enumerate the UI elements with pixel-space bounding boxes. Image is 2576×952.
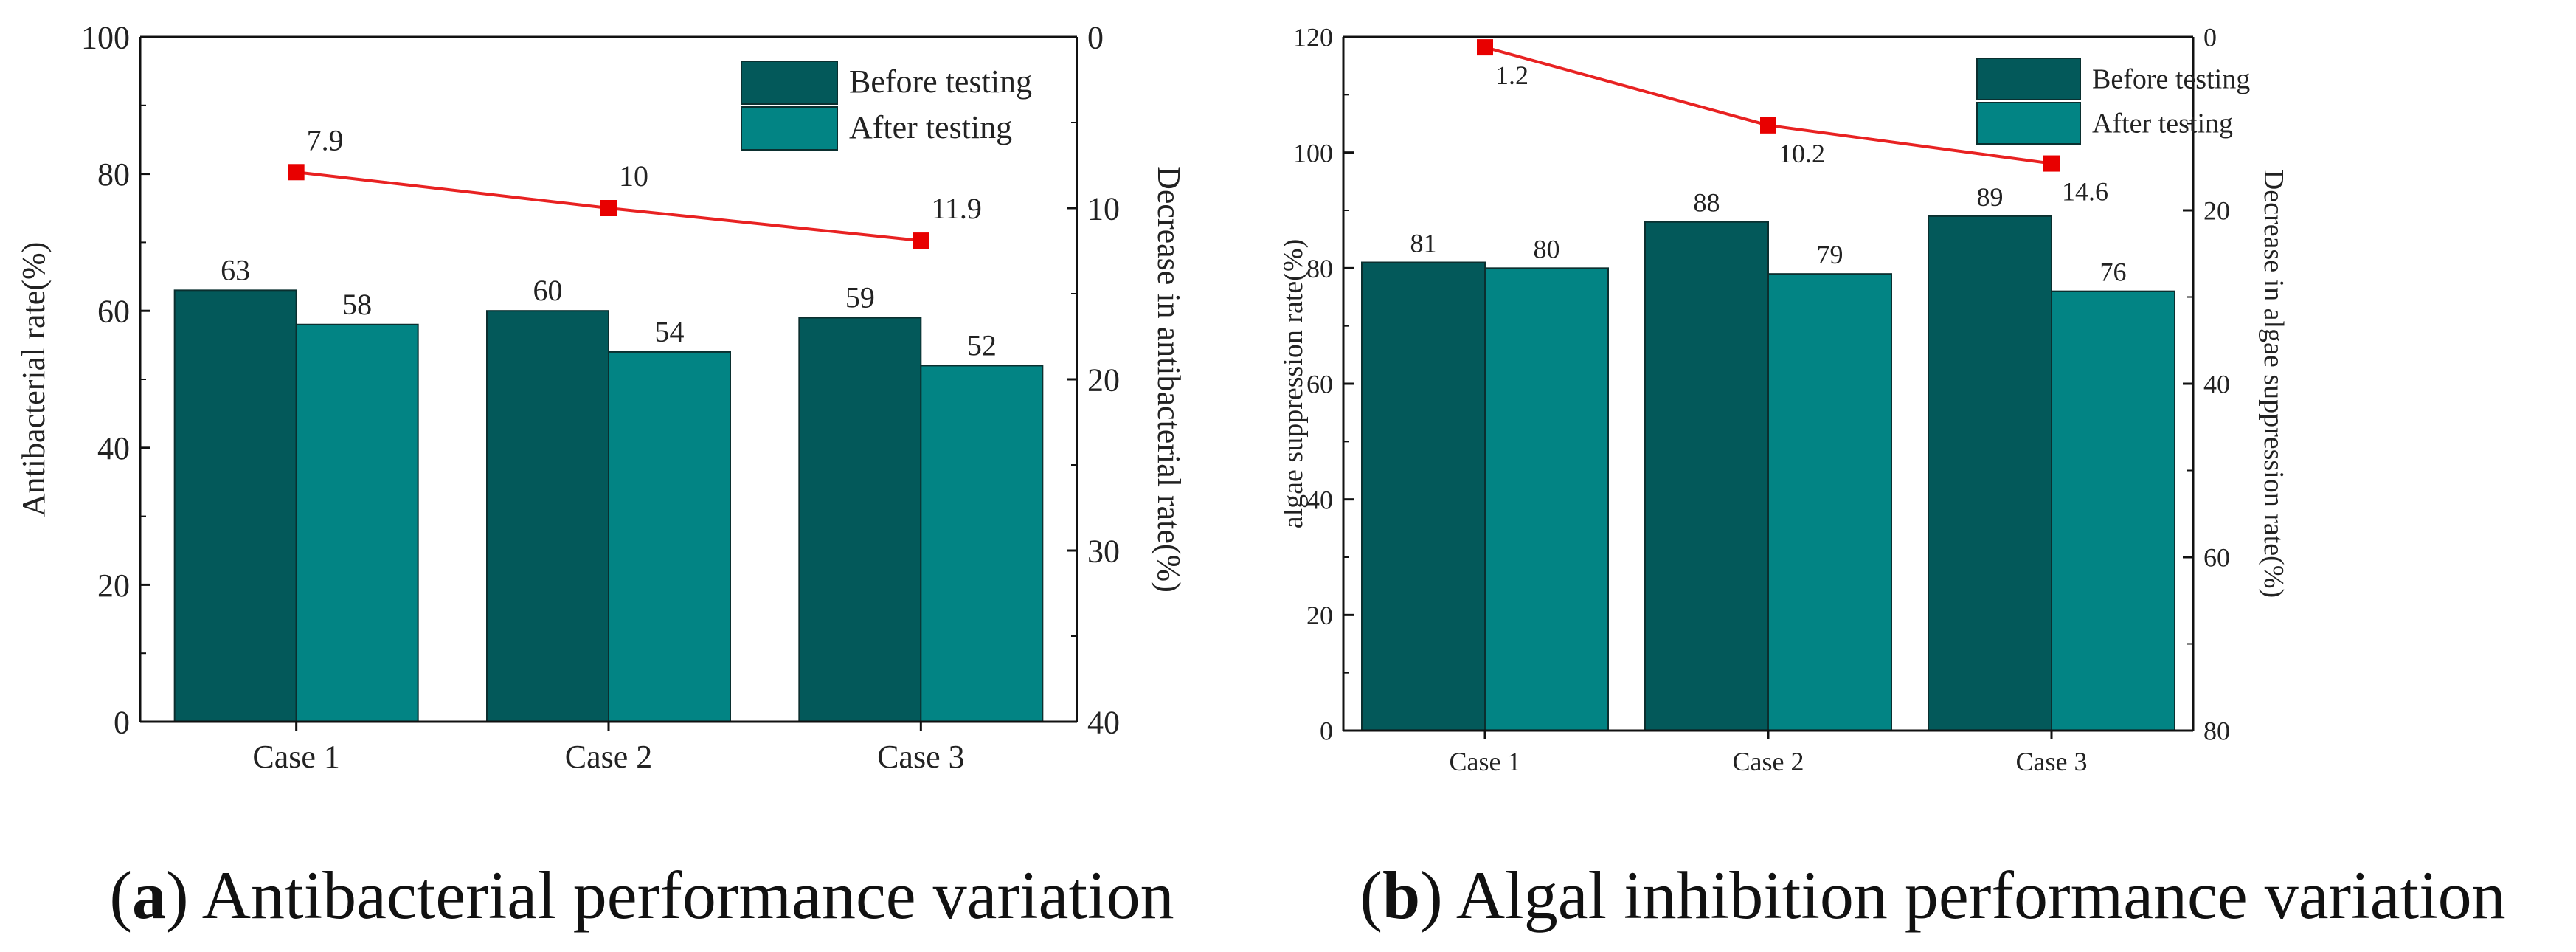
- decrease-label-3: 11.9: [931, 192, 982, 225]
- bar-after-2: [608, 351, 731, 722]
- y-tick-label-20: 20: [1306, 601, 1333, 630]
- caption-b: (b) Algal inhibition performance variati…: [1360, 858, 2506, 933]
- data-label-after-1: 58: [342, 288, 372, 321]
- bar-before-3: [798, 317, 922, 723]
- decrease-marker-3: [2043, 155, 2060, 172]
- chart-panel-a: 63 60 59 58 54 52 0 20 40 60 80 100 0 10 20 30 40 Case 1 C…: [0, 0, 1284, 856]
- bar-after-2: [1767, 273, 1892, 731]
- chart-a: 63 60 59 58 54 52 0 20 40 60 80 100 0 10 20 30 40 Case 1 C…: [15, 19, 1187, 775]
- y-tick-label-20: 20: [97, 568, 130, 604]
- x-tick-label-1: Case 1: [252, 739, 340, 775]
- bar-before-1: [173, 289, 297, 722]
- y2-tick-label-30: 30: [1087, 533, 1120, 569]
- y-tick-label-0: 0: [1320, 717, 1333, 746]
- y2-tick-label-80: 80: [2203, 717, 2230, 746]
- y2-tick-label-60: 60: [2203, 543, 2230, 573]
- legend-swatch-after: [1976, 102, 2081, 145]
- data-label-before-2: 88: [1694, 188, 1720, 218]
- y2-tick-label-40: 40: [1087, 704, 1120, 740]
- legend-label-after: After testing: [2092, 108, 2233, 139]
- legend-swatch-before: [1976, 58, 2081, 100]
- y2-tick-label-0: 0: [1087, 19, 1104, 55]
- legend-label-before: Before testing: [2092, 63, 2250, 94]
- bar-after-1: [1484, 267, 1609, 732]
- decrease-marker-2: [1760, 117, 1776, 134]
- x-tick-label-2: Case 2: [565, 739, 653, 775]
- caption-a-letter: a: [132, 858, 167, 933]
- y-tick-label-120: 120: [1293, 23, 1333, 52]
- bar-before-2: [486, 310, 609, 722]
- y2-tick-label-0: 0: [2203, 23, 2217, 52]
- y2-axis-title: Decrease in antibacterial rate(%): [1151, 166, 1187, 593]
- y-tick-label-60: 60: [1306, 370, 1333, 399]
- chart-b: 81 88 89 80 79 76 0 20 40 60 80 100 120 0 20 40 60 80 Case…: [1284, 23, 2289, 776]
- data-label-before-3: 89: [1977, 182, 2004, 212]
- bar-after-3: [2051, 290, 2175, 731]
- data-label-before-2: 60: [533, 274, 563, 307]
- y-axis-title: Antibacterial rate(%): [15, 242, 52, 517]
- legend-swatch-after: [741, 106, 838, 151]
- y-tick-label-80: 80: [97, 156, 130, 193]
- y2-axis-title: Decrease in algae suppression rate(%): [2258, 170, 2289, 598]
- legend-label-before: Before testing: [849, 63, 1032, 100]
- x-tick-label-3: Case 3: [877, 739, 965, 775]
- chart-panel-b: 81 88 89 80 79 76 0 20 40 60 80 100 120 0 20 40 60 80 Case…: [1284, 0, 2576, 856]
- legend-swatch-before: [741, 61, 838, 105]
- y2-tick-label-20: 20: [1087, 362, 1120, 398]
- x-tick-label-1: Case 1: [1450, 747, 1521, 776]
- decrease-marker-1: [1477, 39, 1493, 56]
- caption-b-text: Algal inhibition performance variation: [1455, 858, 2506, 933]
- bar-before-1: [1361, 261, 1486, 731]
- y-axis-title: algae suppression rate(%): [1284, 239, 1309, 529]
- caption-a: (a) Antibacterial performance variation: [109, 858, 1174, 933]
- decrease-label-3: 14.6: [2062, 177, 2108, 207]
- y2-tick-label-20: 20: [2203, 196, 2230, 226]
- bar-after-3: [920, 365, 1044, 722]
- y-tick-label-100: 100: [1293, 138, 1333, 168]
- caption-a-text: Antibacterial performance variation: [201, 858, 1174, 933]
- decrease-label-2: 10.2: [1779, 139, 1825, 168]
- data-label-before-1: 63: [221, 253, 250, 286]
- y-tick-label-60: 60: [97, 294, 130, 330]
- y-tick-label-0: 0: [114, 704, 130, 740]
- x-tick-label-3: Case 3: [2016, 747, 2088, 776]
- y-tick-label-40: 40: [1306, 485, 1333, 514]
- y2-tick-label-10: 10: [1087, 190, 1120, 227]
- y2-tick-label-40: 40: [2203, 370, 2230, 399]
- data-label-after-1: 80: [1534, 234, 1560, 263]
- data-label-after-3: 52: [967, 328, 997, 362]
- bar-before-3: [1928, 215, 2052, 732]
- data-label-after-2: 54: [655, 315, 685, 348]
- data-label-before-3: 59: [845, 280, 875, 314]
- data-label-before-1: 81: [1410, 229, 1437, 258]
- y-tick-label-80: 80: [1306, 254, 1333, 283]
- caption-b-letter: b: [1382, 858, 1421, 933]
- decrease-marker-3: [913, 232, 929, 249]
- y-tick-label-100: 100: [81, 19, 130, 55]
- legend-label-after: After testing: [849, 109, 1012, 145]
- bar-before-2: [1644, 221, 1769, 731]
- decrease-label-1: 1.2: [1495, 61, 1528, 90]
- data-label-after-2: 79: [1817, 240, 1843, 269]
- x-tick-label-2: Case 2: [1733, 747, 1804, 776]
- decrease-label-1: 7.9: [307, 123, 344, 156]
- bar-after-1: [295, 323, 419, 722]
- data-label-after-3: 76: [2100, 258, 2127, 287]
- decrease-line: [1484, 46, 2052, 165]
- decrease-label-2: 10: [619, 159, 648, 193]
- decrease-marker-1: [288, 164, 305, 181]
- y-tick-label-40: 40: [97, 430, 130, 466]
- decrease-marker-2: [600, 200, 617, 216]
